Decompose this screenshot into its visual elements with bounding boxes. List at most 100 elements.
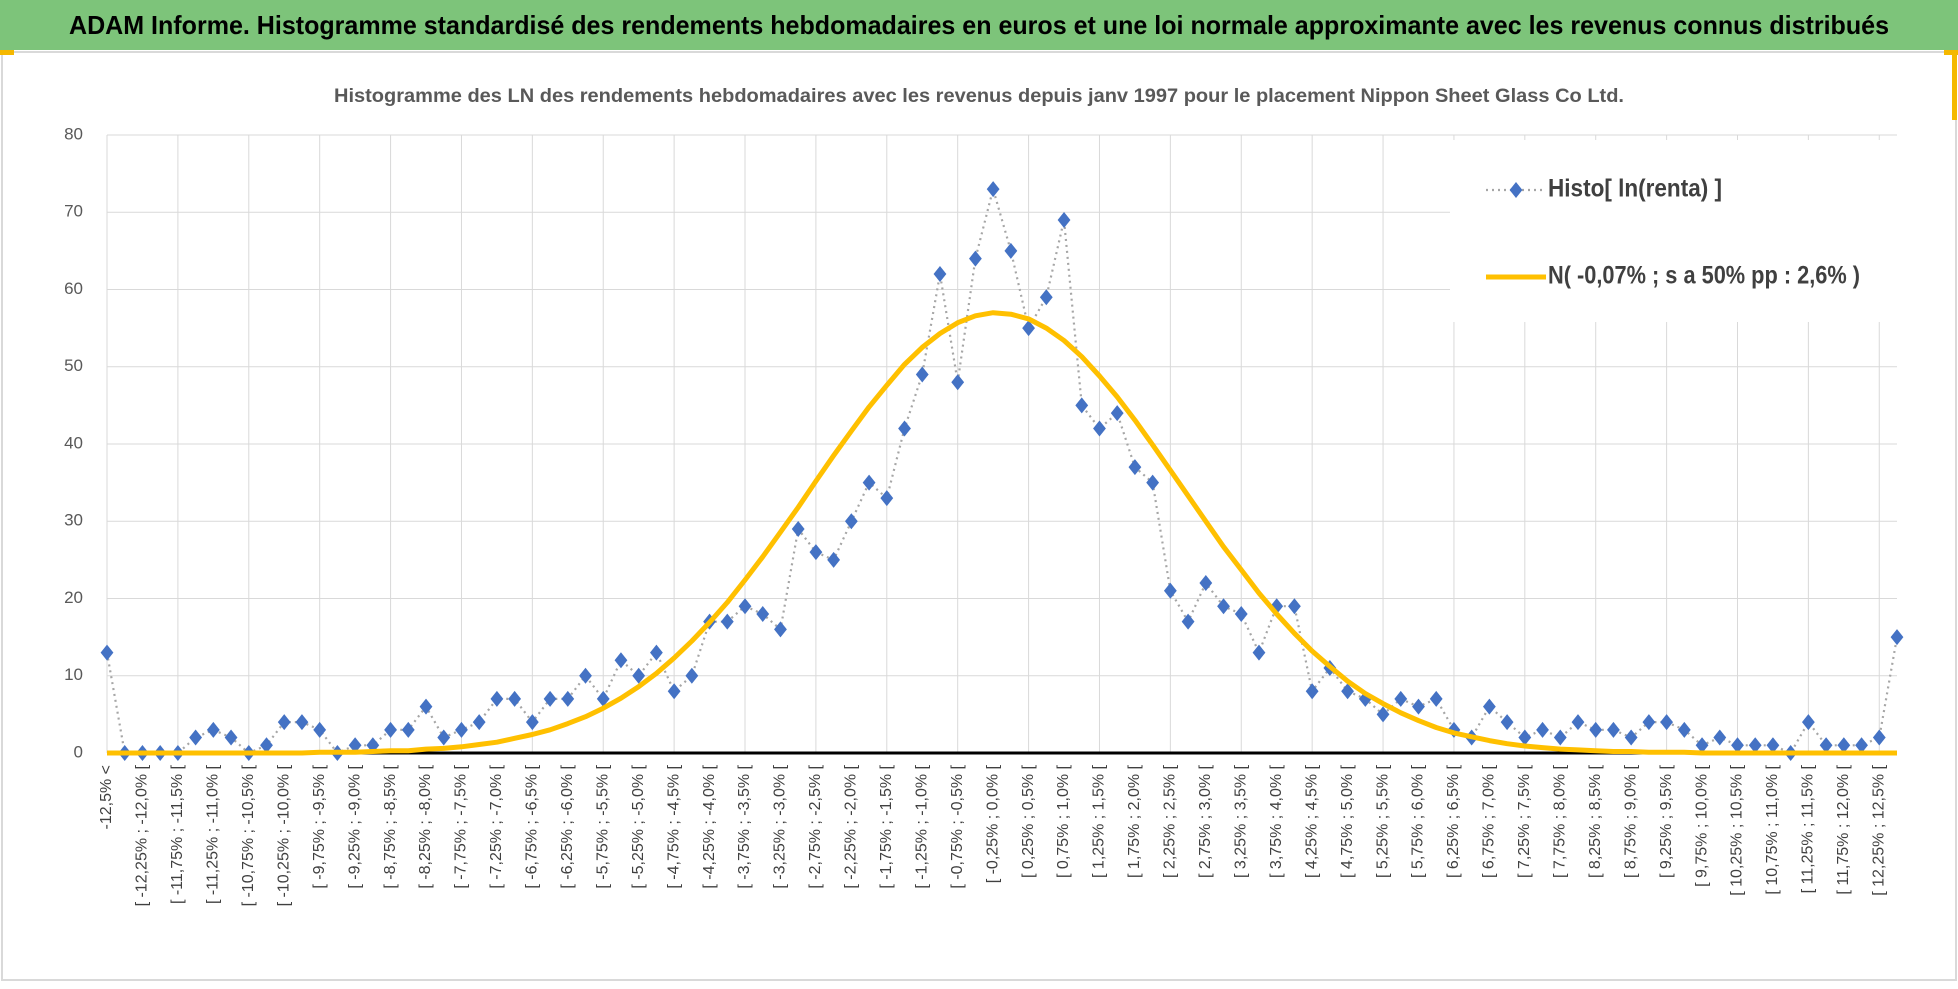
data-point <box>756 605 770 622</box>
data-point <box>1731 737 1744 754</box>
data-point <box>1660 714 1674 731</box>
data-point <box>632 667 646 684</box>
data-point <box>260 737 273 754</box>
x-tick-label: [ -12,25% ; -12,0% [ <box>134 764 151 906</box>
data-point <box>1412 698 1425 715</box>
y-tick-label: 80 <box>64 124 83 143</box>
data-point <box>1536 721 1549 738</box>
data-point <box>1004 242 1018 259</box>
y-tick-label: 30 <box>64 511 83 530</box>
data-point <box>508 690 522 707</box>
data-point <box>561 690 575 707</box>
corner-mark <box>1952 50 1957 120</box>
x-tick-label: [ -6,75% ; -6,5% [ <box>524 764 541 888</box>
x-tick-label: [ 7,25% ; 7,5% [ <box>1516 764 1533 878</box>
data-point <box>295 714 309 731</box>
data-point <box>1341 683 1354 700</box>
y-tick-label: 10 <box>64 665 83 684</box>
data-point <box>1837 737 1851 754</box>
x-tick-label: [ -5,75% ; -5,5% [ <box>594 764 611 888</box>
data-point <box>898 420 911 437</box>
data-point <box>1376 706 1390 723</box>
x-tick-label: [ 2,25% ; 2,5% [ <box>1162 764 1179 878</box>
x-tick-label: [ 7,75% ; 8,0% [ <box>1551 764 1568 878</box>
data-point <box>384 721 397 738</box>
series-line <box>107 310 1897 756</box>
y-tick-label: 40 <box>64 433 83 452</box>
x-tick-label: [ 3,25% ; 3,5% [ <box>1232 764 1249 878</box>
data-point <box>650 644 663 661</box>
legend-label: Histo[ ln(renta) ] <box>1548 175 1722 203</box>
data-point <box>1872 729 1886 746</box>
x-tick-label: [ -2,25% ; -2,0% [ <box>843 764 860 888</box>
data-point <box>1252 644 1266 661</box>
data-point <box>862 474 876 491</box>
x-tick-label: [ 8,25% ; 8,5% [ <box>1587 764 1604 878</box>
x-tick-label: [ 9,75% ; 10,0% [ <box>1693 764 1710 886</box>
data-point <box>1057 211 1071 228</box>
x-tick-label: [ 6,25% ; 6,5% [ <box>1445 764 1462 878</box>
x-tick-label: [ -5,25% ; -5,0% [ <box>630 764 647 888</box>
x-tick-label: -12,5% < <box>98 765 115 829</box>
x-tick-label: [ -10,75% ; -10,5% [ <box>240 764 257 906</box>
data-point <box>1713 729 1727 746</box>
x-tick-label: [ 5,75% ; 6,0% [ <box>1410 764 1427 878</box>
x-tick-label: [ -11,75% ; -11,5% [ <box>169 764 186 904</box>
data-point <box>1270 598 1284 615</box>
data-point <box>1429 690 1443 707</box>
data-point <box>1518 729 1532 746</box>
x-tick-label: [ -6,25% ; -6,0% [ <box>559 764 576 888</box>
data-point <box>685 667 699 684</box>
legend-label: N( -0,07% ; s a 50% pp : 2,6% ) <box>1548 262 1860 290</box>
x-tick-label: [ 12,25% ; 12,5% [ <box>1870 764 1887 895</box>
data-point <box>189 729 203 746</box>
x-tick-label: [ -10,25% ; -10,0% [ <box>275 764 292 906</box>
data-point <box>1288 598 1301 615</box>
x-tick-label: [ -4,75% ; -4,5% [ <box>665 764 682 888</box>
data-point <box>791 520 805 537</box>
x-tick-label: [ 11,25% ; 11,5% [ <box>1800 764 1817 893</box>
data-point <box>455 721 468 738</box>
x-tick-label: [ 10,75% ; 11,0% [ <box>1764 764 1781 894</box>
chart-title: Histogramme des LN des rendements hebdom… <box>334 86 1624 107</box>
legend-box <box>1450 140 1898 322</box>
data-point <box>1199 575 1213 592</box>
data-point <box>1163 582 1177 599</box>
data-point <box>1819 737 1833 754</box>
x-tick-label: [ -3,75% ; -3,5% [ <box>736 764 753 888</box>
data-point <box>774 621 787 638</box>
x-tick-label: [ -7,25% ; -7,0% [ <box>488 764 505 888</box>
data-point <box>401 721 415 738</box>
data-point <box>1624 729 1638 746</box>
data-point <box>667 683 681 700</box>
data-point <box>880 490 894 507</box>
x-tick-label: [ 8,75% ; 9,0% [ <box>1622 764 1639 878</box>
y-tick-label: 70 <box>64 202 83 221</box>
legend-marker <box>1509 182 1523 198</box>
x-tick-label: [ 2,75% ; 3,0% [ <box>1197 764 1214 878</box>
x-tick-label: [ -3,25% ; -3,0% [ <box>772 764 789 888</box>
data-point <box>1500 714 1514 731</box>
data-point <box>437 729 451 746</box>
x-tick-label: [ 1,25% ; 1,5% [ <box>1091 764 1108 878</box>
y-tick-label: 60 <box>64 279 83 298</box>
series-line-dotted <box>105 188 1899 755</box>
data-point <box>1801 714 1815 731</box>
corner-mark <box>0 50 14 55</box>
data-point <box>1075 397 1089 414</box>
data-point <box>1571 714 1585 731</box>
data-point <box>277 714 291 731</box>
data-point <box>543 690 557 707</box>
x-tick-label: [ 3,75% ; 4,0% [ <box>1268 764 1285 878</box>
data-point <box>525 714 539 731</box>
data-point <box>1766 737 1780 754</box>
data-point <box>419 698 433 715</box>
x-tick-label: [ -4,25% ; -4,0% [ <box>701 764 718 888</box>
x-tick-label: [ -9,25% ; -9,0% [ <box>346 764 363 888</box>
header-bar <box>0 0 1958 50</box>
data-point <box>1181 613 1195 630</box>
x-tick-label: [ -8,75% ; -8,5% [ <box>382 764 399 888</box>
data-point <box>1234 605 1248 622</box>
data-point <box>313 721 327 738</box>
y-tick-label: 50 <box>64 356 83 375</box>
